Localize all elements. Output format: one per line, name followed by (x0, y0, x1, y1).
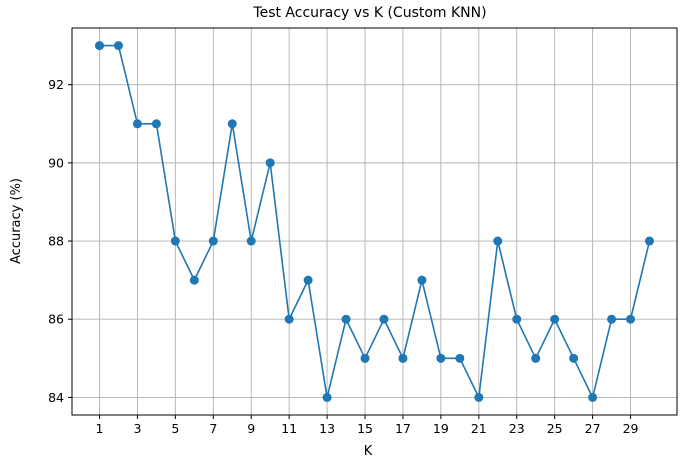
x-axis-title: K (364, 444, 373, 459)
grid (72, 28, 677, 415)
y-axis-title: Accuracy (%) (9, 178, 24, 264)
x-tick-label: 3 (133, 421, 141, 436)
data-point (265, 158, 275, 168)
data-point (227, 119, 237, 129)
data-point (246, 236, 256, 246)
data-point (436, 353, 446, 363)
data-point (170, 236, 180, 246)
data-point (379, 314, 389, 324)
x-tick-label: 21 (471, 421, 487, 436)
y-tick-label: 92 (48, 77, 64, 92)
plot-frame (71, 27, 678, 416)
y-tick-label: 90 (48, 155, 64, 170)
x-axis: 1 3 5 7 9 11 13 15 17 19 21 23 25 27 29 (96, 415, 639, 436)
series-line (99, 44, 651, 399)
y-tick-label: 86 (48, 312, 64, 327)
data-point (132, 119, 142, 129)
data-point (284, 314, 294, 324)
data-point (512, 314, 522, 324)
series-layer (95, 41, 654, 402)
x-tick-label: 17 (395, 421, 411, 436)
x-tick-label: 27 (585, 421, 601, 436)
data-point (417, 275, 427, 285)
data-point (531, 353, 541, 363)
data-point (303, 275, 313, 285)
data-point (607, 314, 617, 324)
data-point (474, 392, 484, 402)
x-tick-label: 7 (209, 421, 217, 436)
data-point (189, 275, 199, 285)
data-point (151, 119, 161, 129)
data-point (398, 353, 408, 363)
chart-title: Test Accuracy vs K (Custom KNN) (252, 5, 486, 21)
data-point (626, 314, 636, 324)
x-tick-label: 15 (357, 421, 373, 436)
data-point (493, 236, 503, 246)
data-point (208, 236, 218, 246)
data-point (95, 41, 104, 51)
x-tick-label: 5 (171, 421, 179, 436)
data-point (455, 353, 465, 363)
y-tick-label: 84 (48, 390, 64, 405)
data-point (322, 392, 332, 402)
x-tick-label: 19 (433, 421, 449, 436)
data-point (113, 41, 123, 51)
data-point (550, 314, 560, 324)
x-tick-label: 29 (623, 421, 639, 436)
x-tick-label: 23 (509, 421, 525, 436)
y-tick-label: 88 (48, 234, 64, 249)
x-tick-label: 9 (247, 421, 255, 436)
data-point (588, 392, 598, 402)
data-point (569, 353, 579, 363)
data-point (341, 314, 351, 324)
x-tick-label: 13 (319, 421, 335, 436)
data-point (645, 236, 654, 246)
x-tick-label: 1 (96, 421, 104, 436)
x-tick-label: 11 (281, 421, 297, 436)
x-tick-label: 25 (547, 421, 563, 436)
y-axis: 84 86 88 90 92 (48, 77, 72, 405)
data-point (360, 353, 370, 363)
